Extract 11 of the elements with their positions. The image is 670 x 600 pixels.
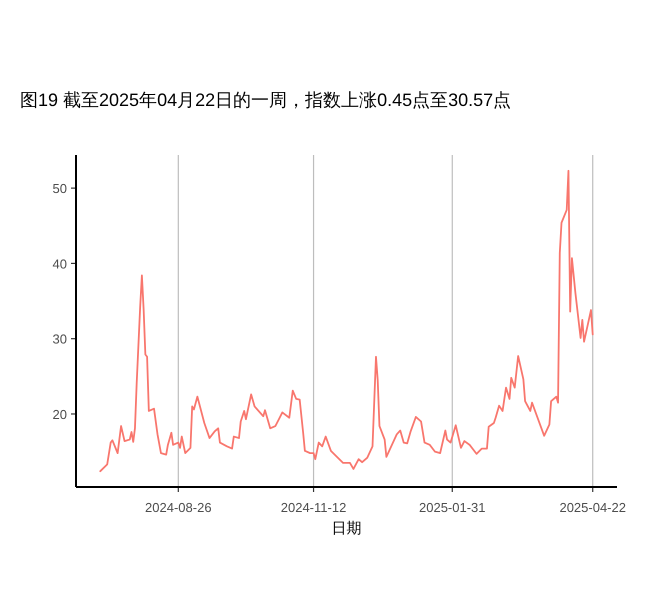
x-axis-title: 日期 bbox=[332, 520, 362, 537]
x-tick-label: 2024-11-12 bbox=[280, 500, 346, 515]
x-tick-label: 2024-08-26 bbox=[145, 500, 212, 515]
x-tick-label: 2025-01-31 bbox=[419, 500, 486, 515]
x-tick-label: 2025-04-22 bbox=[559, 500, 626, 515]
y-tick-label: 50 bbox=[52, 181, 67, 196]
y-tick-label: 20 bbox=[52, 406, 67, 422]
y-tick-label: 40 bbox=[52, 256, 67, 272]
chart-title: 图19 截至2025年04月22日的一周，指数上涨0.45点至30.57点 bbox=[20, 89, 512, 112]
y-tick-label: 30 bbox=[52, 332, 67, 347]
line-series bbox=[99, 170, 594, 472]
